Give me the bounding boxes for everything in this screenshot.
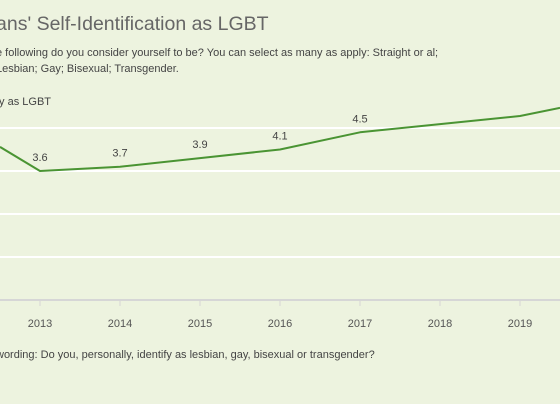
series-group [0,106,560,172]
data-label: 3.6 [32,152,47,164]
x-tick-label: 2017 [348,318,372,330]
x-tick-label: 2018 [428,318,452,330]
x-tick-label: 2014 [108,318,132,330]
chart-footnote: wording: Do you, personally, identify as… [0,349,375,361]
x-tick-label: 2015 [188,318,212,330]
chart-subtitle: e following do you consider yourself to … [0,47,439,75]
gridlines [0,127,560,258]
x-tick-label: 2019 [508,318,532,330]
data-label: 3.7 [112,148,127,160]
x-tick-label: 2016 [268,318,292,330]
data-label: 3.9 [192,139,207,151]
data-label: 4.1 [272,131,287,143]
series-label: fy as LGBT [0,96,52,108]
data-labels: 3.6 3.7 3.9 4.1 4.5 [32,113,367,164]
x-tick-label: 2013 [28,318,52,330]
x-axis-ticks: 2013 2014 2015 2016 2017 2018 2019 [28,300,532,330]
data-label: 4.5 [352,113,367,125]
chart-title: ans' Self-Identification as LGBT [0,13,269,35]
series-line [0,106,560,172]
